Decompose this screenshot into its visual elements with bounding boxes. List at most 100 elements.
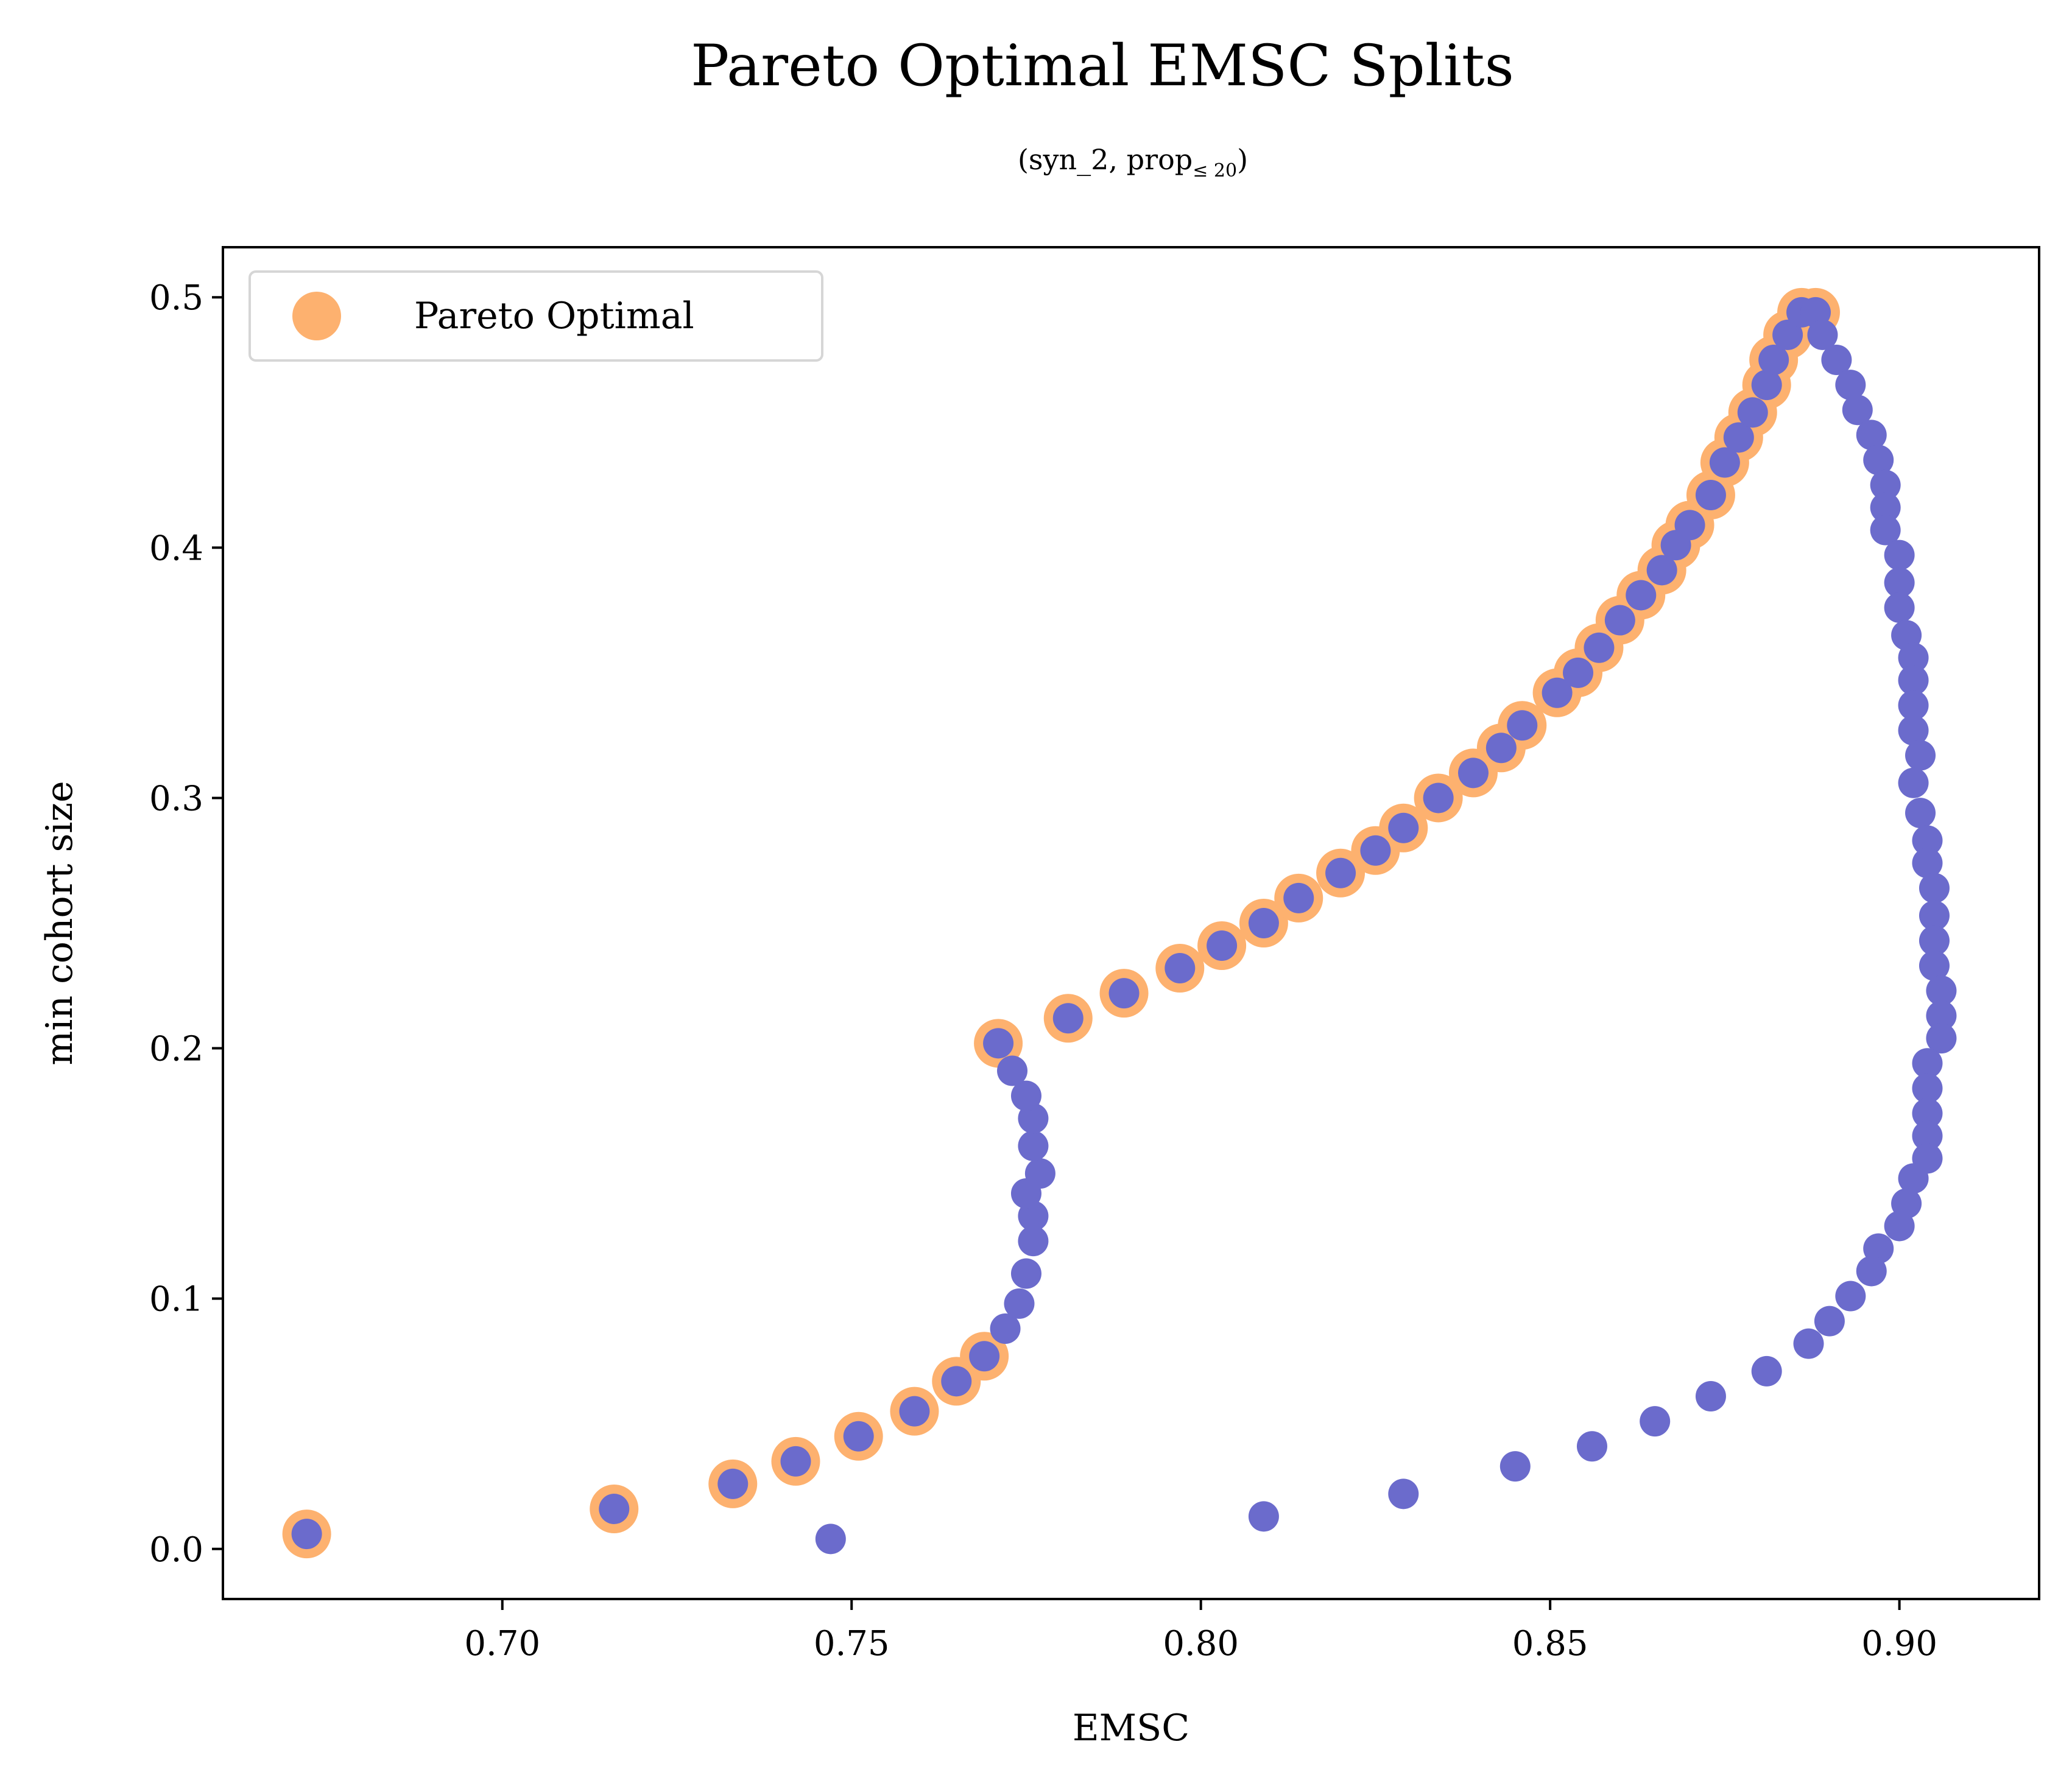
data-point	[1912, 1073, 1943, 1104]
data-point	[1884, 592, 1915, 623]
data-point	[1793, 1328, 1824, 1359]
chart-subtitle: (syn_2, prop≤ 20)	[1018, 143, 1248, 181]
data-point	[1926, 1000, 1957, 1032]
y-axis-label: min cohort size	[38, 781, 81, 1065]
subtitle-close: )	[1237, 143, 1248, 176]
data-point	[1807, 319, 1838, 350]
data-point	[1912, 1048, 1943, 1079]
data-point	[1165, 953, 1196, 983]
data-point	[1674, 510, 1705, 541]
legend-marker	[292, 292, 341, 340]
x-tick-label: 0.75	[814, 1624, 890, 1664]
data-point	[1898, 715, 1929, 746]
data-point	[1018, 1226, 1049, 1257]
data-point	[1024, 1158, 1055, 1189]
data-point	[1626, 580, 1657, 611]
data-point	[1325, 857, 1356, 888]
points-layer	[282, 287, 1957, 1559]
data-point	[1912, 1120, 1943, 1151]
data-point	[1507, 710, 1538, 741]
data-point	[1835, 1281, 1866, 1312]
data-point	[1898, 690, 1929, 721]
data-point	[1248, 1501, 1279, 1532]
data-point	[941, 1366, 972, 1397]
data-point	[1905, 740, 1936, 771]
data-point	[291, 1519, 322, 1550]
data-point	[1870, 492, 1901, 523]
data-point	[1884, 540, 1915, 571]
data-point	[1576, 1431, 1607, 1462]
data-point	[969, 1341, 1000, 1372]
data-point	[1723, 422, 1754, 453]
data-point	[1709, 447, 1740, 478]
data-point	[1018, 1130, 1049, 1161]
data-point	[1499, 1451, 1531, 1482]
data-point	[1360, 835, 1391, 866]
data-point	[1919, 900, 1950, 931]
data-point	[1821, 345, 1852, 375]
legend: Pareto Optimal	[248, 270, 823, 362]
data-point	[1912, 848, 1943, 879]
data-point	[1010, 1258, 1041, 1289]
data-point	[1108, 978, 1140, 1009]
x-axis-label: EMSC	[1073, 1707, 1189, 1749]
data-point	[1912, 1098, 1943, 1129]
data-point	[1863, 445, 1894, 476]
data-point	[1856, 1256, 1887, 1287]
data-point	[1737, 397, 1768, 428]
y-tick-label: 0.3	[149, 779, 203, 818]
y-tick-label: 0.0	[149, 1530, 203, 1570]
data-point	[1926, 1023, 1957, 1054]
data-point	[1004, 1288, 1035, 1319]
data-point	[1870, 515, 1901, 546]
data-point	[1772, 319, 1803, 350]
x-tick-label: 0.80	[1163, 1624, 1239, 1664]
data-point	[1695, 480, 1726, 510]
data-point	[1898, 642, 1929, 673]
data-point	[1884, 1211, 1915, 1242]
data-point	[1248, 908, 1279, 938]
y-tick-label: 0.2	[149, 1030, 203, 1069]
data-point	[1542, 677, 1573, 708]
data-point	[1207, 930, 1238, 961]
data-point	[1604, 605, 1635, 636]
y-tick-label: 0.5	[149, 278, 203, 318]
data-point	[1870, 469, 1901, 501]
x-tick-label: 0.70	[464, 1624, 540, 1664]
data-point	[780, 1446, 811, 1477]
data-point	[717, 1468, 749, 1499]
data-point	[1751, 370, 1782, 401]
data-point	[843, 1421, 874, 1452]
data-point	[1423, 782, 1454, 814]
data-point	[1842, 395, 1873, 426]
data-point	[1884, 567, 1915, 598]
data-point	[1919, 950, 1950, 981]
data-point	[815, 1524, 846, 1555]
data-point	[599, 1494, 630, 1524]
data-point	[1905, 798, 1936, 829]
x-tick-label: 0.90	[1861, 1624, 1937, 1664]
legend-label: Pareto Optimal	[414, 295, 694, 337]
y-tick-label: 0.1	[149, 1280, 203, 1320]
data-point	[1640, 1406, 1671, 1437]
data-point	[1751, 1355, 1782, 1387]
data-point	[1695, 1381, 1726, 1411]
subtitle-main: (syn_2, prop	[1018, 143, 1193, 176]
y-axis: 0.0 0.1 0.2 0.3 0.4 0.5	[149, 278, 223, 1570]
data-point	[899, 1396, 930, 1427]
data-point	[1457, 757, 1489, 789]
data-point	[1584, 632, 1615, 663]
data-point	[1898, 665, 1929, 696]
data-point	[1814, 1306, 1845, 1337]
data-point	[1856, 420, 1887, 451]
data-point	[990, 1313, 1021, 1344]
subtitle-subscript: ≤ 20	[1193, 160, 1237, 181]
x-axis: 0.70 0.75 0.80 0.85 0.90	[464, 1599, 1937, 1664]
data-point	[1898, 1163, 1929, 1194]
legend-box	[248, 270, 823, 362]
data-point	[983, 1028, 1014, 1059]
x-tick-label: 0.85	[1512, 1624, 1588, 1664]
chart-title: Pareto Optimal EMSC Splits	[691, 33, 1514, 99]
data-point	[1485, 733, 1517, 764]
